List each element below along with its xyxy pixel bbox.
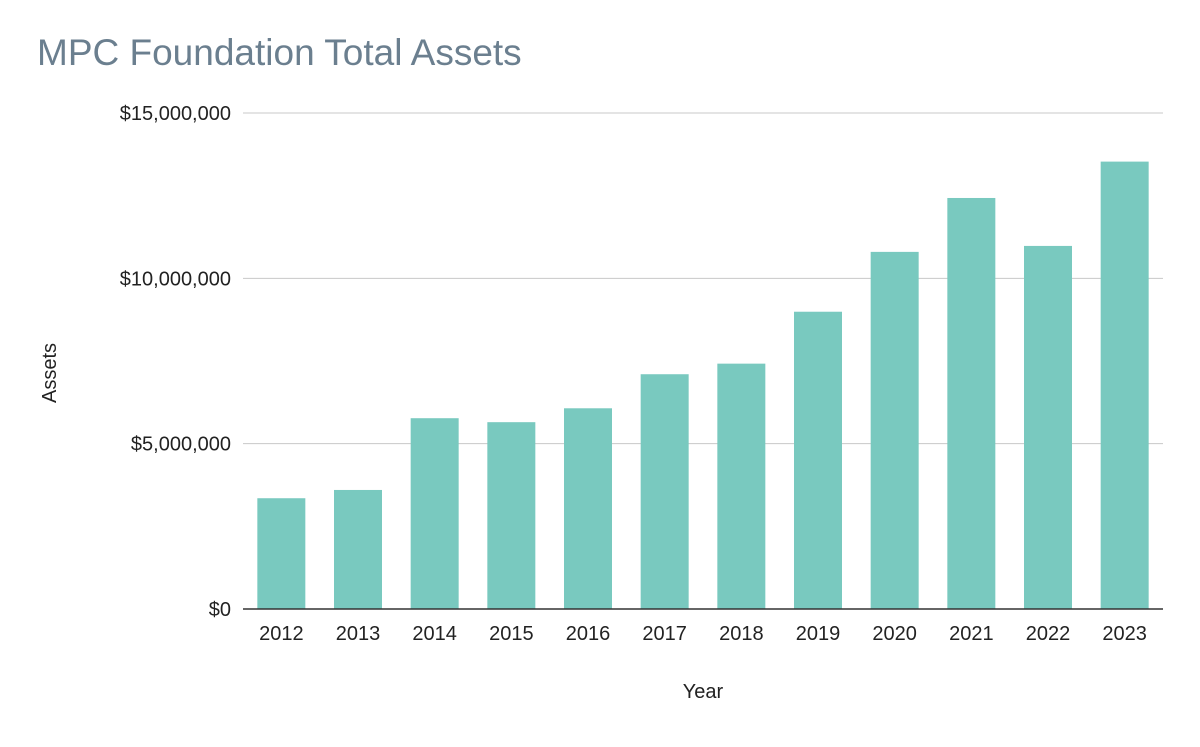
x-tick-label: 2012 [259, 623, 304, 645]
bars [257, 161, 1149, 610]
x-tick-label: 2014 [412, 623, 457, 645]
y-tick-label: $5,000,000 [131, 434, 231, 456]
x-tick-label: 2023 [1102, 623, 1147, 645]
bar-2013 [334, 489, 382, 609]
bar-2014 [410, 418, 459, 609]
chart-title: MPC Foundation Total Assets [37, 32, 522, 73]
gridlines [243, 112, 1163, 445]
bar-2012 [257, 498, 306, 609]
bar-2020 [870, 251, 919, 609]
bar-2019 [794, 311, 842, 609]
x-axis-title: Year [683, 681, 724, 703]
bar-2022 [1024, 245, 1072, 610]
y-tick-label: $10,000,000 [120, 268, 231, 290]
x-tick-label: 2022 [1026, 623, 1071, 645]
x-tick-label: 2013 [336, 623, 381, 645]
bar-2015 [487, 422, 536, 609]
bar-2016 [564, 408, 612, 609]
x-tick-label: 2016 [566, 623, 611, 645]
axes: $0 $5,000,000 $10,000,000 $15,000,000 2012 20… [120, 103, 1163, 645]
x-tick-label: 2017 [642, 623, 687, 645]
x-tick-label: 2018 [719, 623, 764, 645]
bar-2018 [717, 363, 766, 609]
x-tick-label: 2020 [872, 623, 917, 645]
bar-2023 [1100, 161, 1149, 609]
y-axis-title: Assets [39, 343, 61, 403]
bar-2017 [640, 374, 689, 609]
y-tick-label: $0 [209, 599, 231, 621]
bar-2021 [947, 197, 996, 610]
y-tick-label: $15,000,000 [120, 103, 231, 125]
x-tick-label: 2015 [489, 623, 534, 645]
x-tick-label: 2021 [949, 623, 994, 645]
x-tick-label: 2019 [796, 623, 841, 645]
